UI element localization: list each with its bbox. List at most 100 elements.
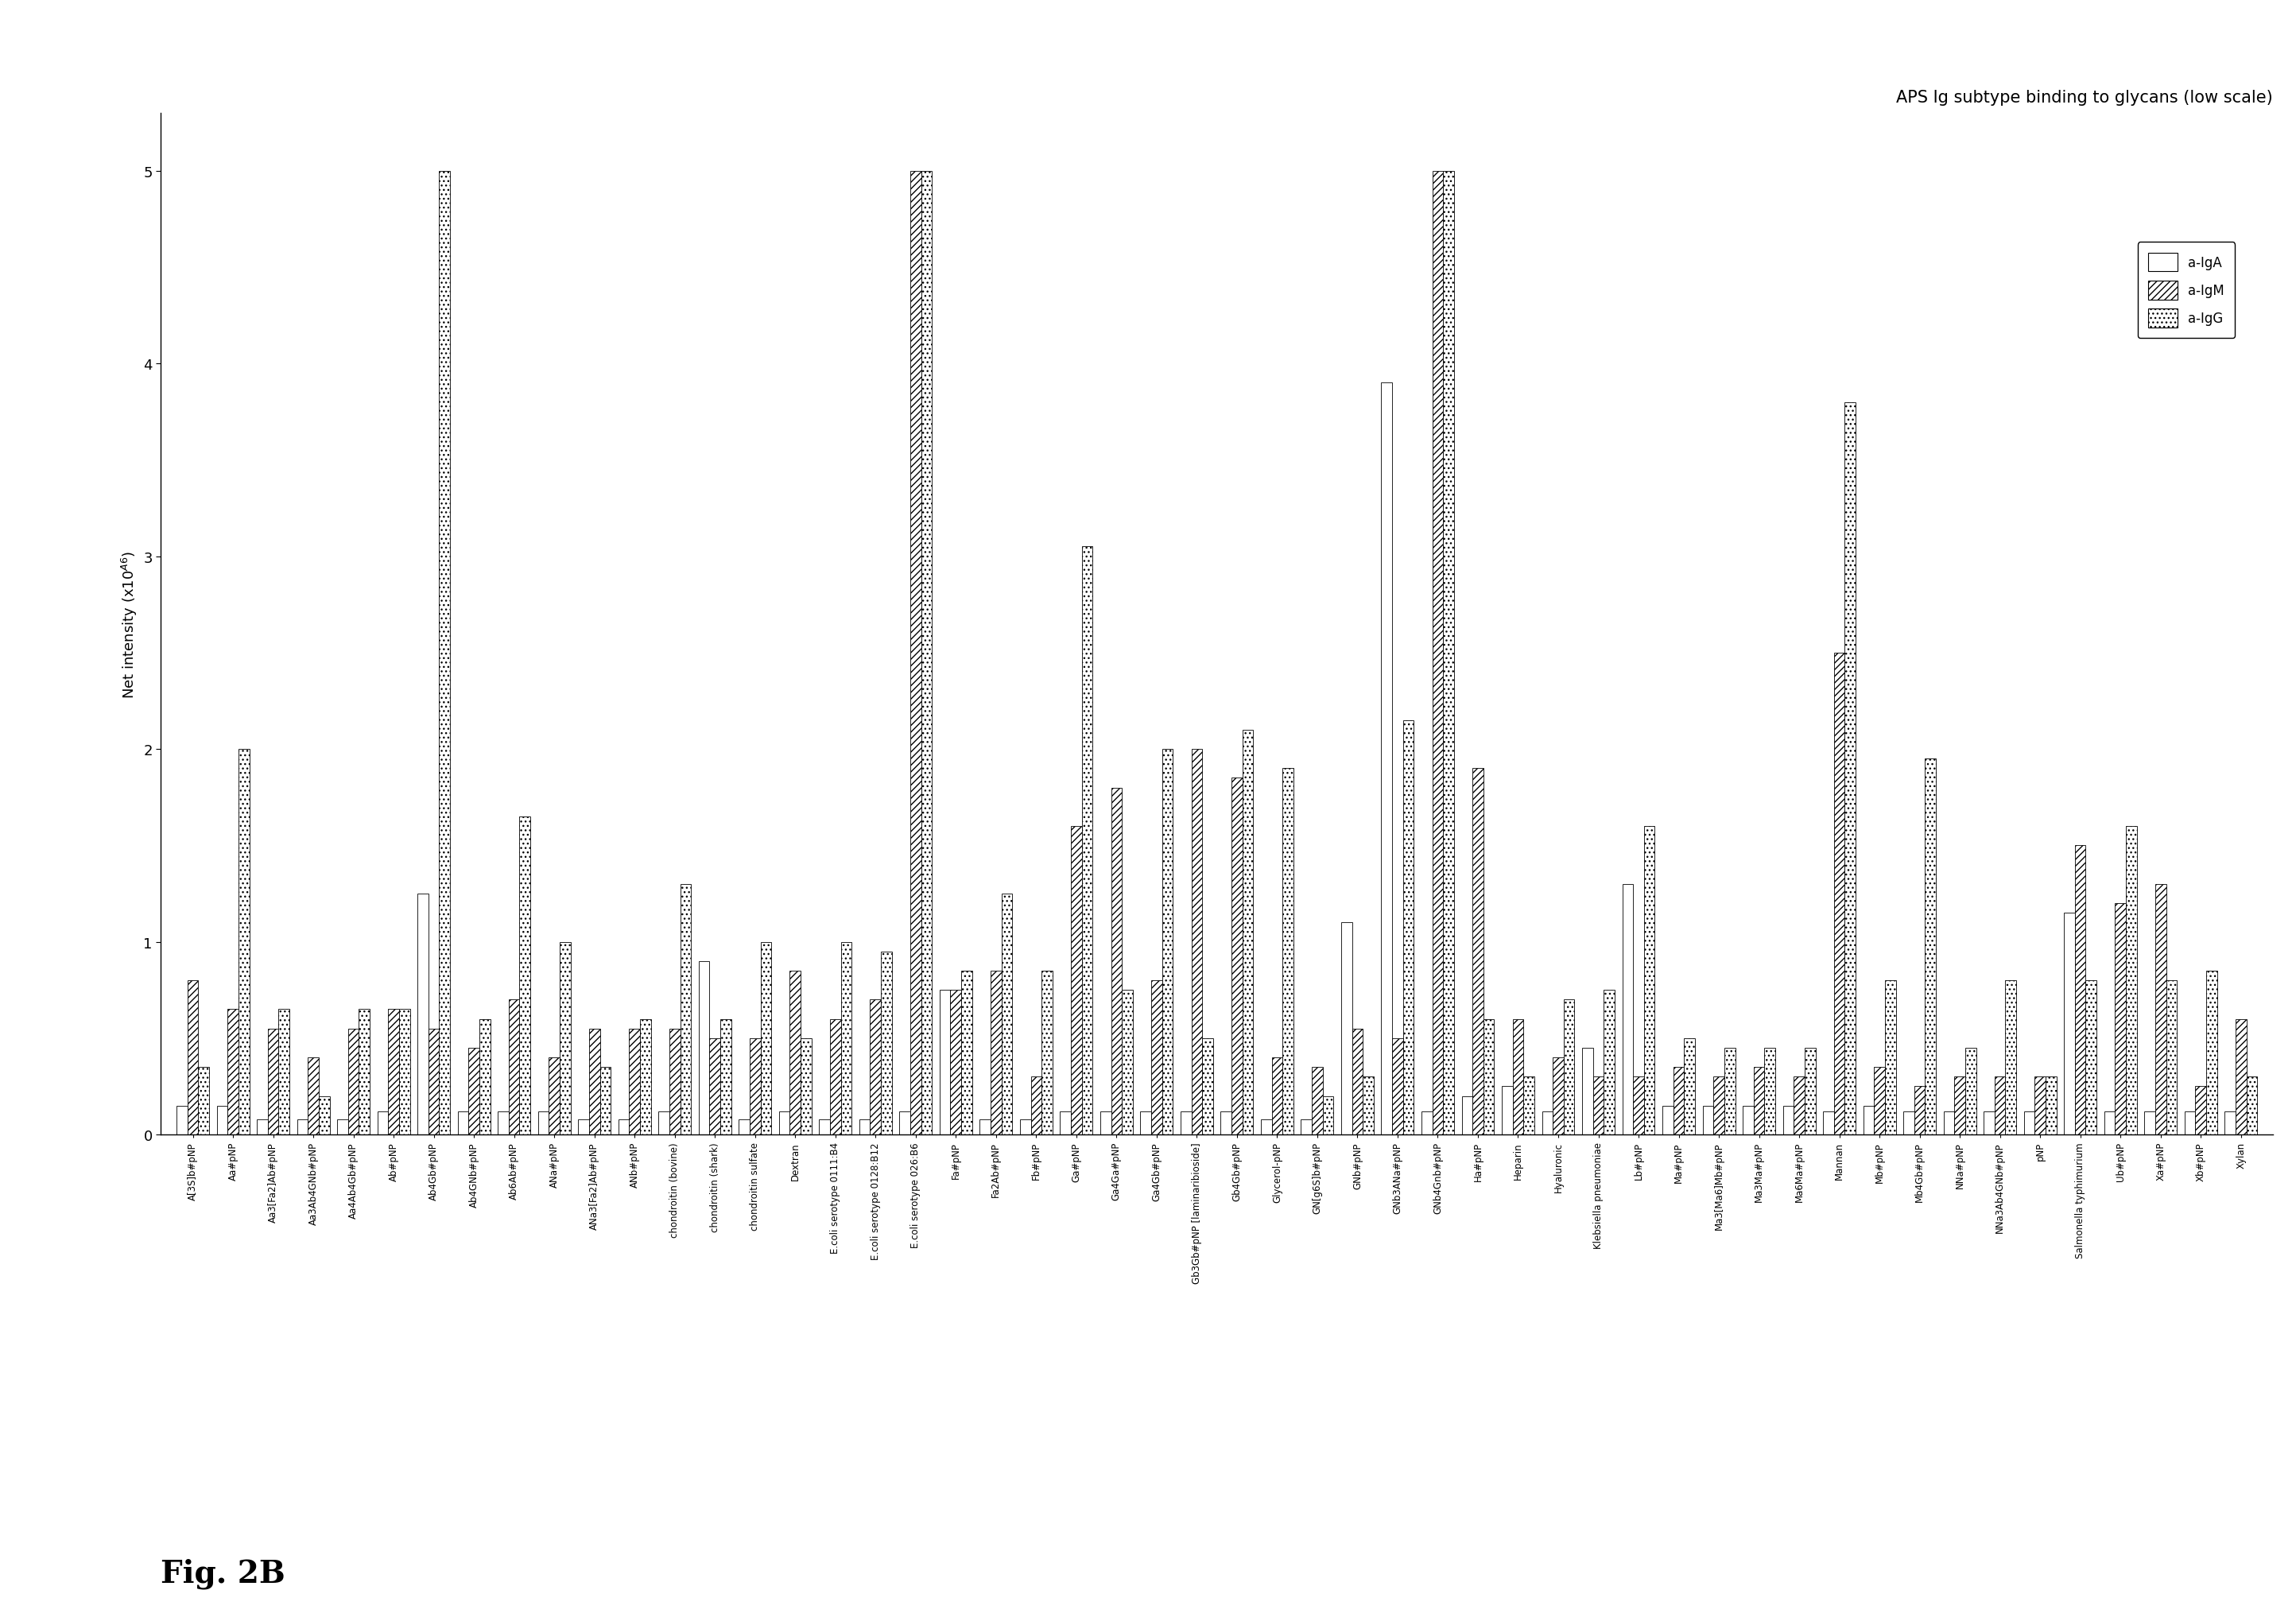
Bar <box>1221 1112 1231 1135</box>
Bar <box>560 942 569 1135</box>
Bar <box>1724 1049 1736 1135</box>
Bar <box>358 1010 370 1135</box>
Bar <box>1915 1086 1924 1135</box>
Bar <box>338 1118 349 1135</box>
Bar <box>1242 729 1254 1135</box>
Bar <box>2206 971 2218 1135</box>
Bar <box>1382 383 1391 1135</box>
Bar <box>457 1112 468 1135</box>
Bar <box>1463 1096 1472 1135</box>
Bar <box>618 1118 629 1135</box>
Bar <box>629 1029 641 1135</box>
Bar <box>870 1000 882 1135</box>
Bar <box>1031 1076 1042 1135</box>
Bar <box>1674 1067 1685 1135</box>
Bar <box>2126 827 2138 1135</box>
Bar <box>1835 653 1844 1135</box>
Bar <box>2076 846 2085 1135</box>
Bar <box>1001 893 1013 1135</box>
Bar <box>760 942 771 1135</box>
Bar <box>1502 1086 1513 1135</box>
Bar <box>1111 788 1123 1135</box>
Bar <box>1261 1118 1272 1135</box>
Bar <box>1924 759 1936 1135</box>
Bar <box>1593 1076 1605 1135</box>
Bar <box>909 172 921 1135</box>
Bar <box>1421 1112 1433 1135</box>
Bar <box>698 961 709 1135</box>
Bar <box>2004 981 2016 1135</box>
Bar <box>1793 1076 1805 1135</box>
Bar <box>820 1118 829 1135</box>
Bar <box>670 1029 680 1135</box>
Bar <box>510 1000 519 1135</box>
Bar <box>1123 990 1132 1135</box>
Text: Fig. 2B: Fig. 2B <box>161 1558 285 1589</box>
Bar <box>1954 1076 1965 1135</box>
Bar <box>1483 1020 1495 1135</box>
Bar <box>388 1010 400 1135</box>
Bar <box>790 971 801 1135</box>
Bar <box>1644 827 1655 1135</box>
Bar <box>1784 1106 1793 1135</box>
Bar <box>990 971 1001 1135</box>
Bar <box>429 1029 439 1135</box>
Bar <box>590 1029 599 1135</box>
Bar <box>2034 1076 2046 1135</box>
Bar <box>778 1112 790 1135</box>
Bar <box>801 1039 810 1135</box>
Bar <box>1942 1112 1954 1135</box>
Bar <box>319 1096 331 1135</box>
Text: APS Ig subtype binding to glycans (low scale): APS Ig subtype binding to glycans (low s… <box>1896 89 2273 105</box>
Bar <box>1543 1112 1552 1135</box>
Bar <box>1364 1076 1373 1135</box>
Bar <box>400 1010 411 1135</box>
Bar <box>2064 913 2076 1135</box>
Bar <box>1180 1112 1192 1135</box>
Bar <box>748 1039 760 1135</box>
Bar <box>1231 778 1242 1135</box>
Bar <box>2165 981 2177 1135</box>
Bar <box>1322 1096 1334 1135</box>
Bar <box>739 1118 748 1135</box>
Bar <box>721 1020 730 1135</box>
Bar <box>377 1112 388 1135</box>
Bar <box>1805 1049 1816 1135</box>
Bar <box>1203 1039 1212 1135</box>
Bar <box>177 1106 188 1135</box>
Bar <box>269 1029 278 1135</box>
Bar <box>1352 1029 1364 1135</box>
Bar <box>349 1029 358 1135</box>
Bar <box>2195 1086 2206 1135</box>
Bar <box>2183 1112 2195 1135</box>
Bar <box>549 1057 560 1135</box>
Bar <box>1685 1039 1694 1135</box>
Bar <box>1444 172 1453 1135</box>
Bar <box>680 883 691 1135</box>
Bar <box>1061 1112 1070 1135</box>
Bar <box>1433 172 1444 1135</box>
Bar <box>1743 1106 1754 1135</box>
Bar <box>1513 1020 1525 1135</box>
Bar <box>278 1010 289 1135</box>
Bar <box>951 990 962 1135</box>
Bar <box>1903 1112 1915 1135</box>
Bar <box>1070 827 1081 1135</box>
Bar <box>859 1118 870 1135</box>
Bar <box>1391 1039 1403 1135</box>
Bar <box>1823 1112 1835 1135</box>
Bar <box>641 1020 650 1135</box>
Bar <box>2023 1112 2034 1135</box>
Bar <box>980 1118 990 1135</box>
Bar <box>2115 903 2126 1135</box>
Bar <box>296 1118 308 1135</box>
Y-axis label: Net intensity (x10$^{A6}$): Net intensity (x10$^{A6}$) <box>119 550 138 699</box>
Bar <box>1984 1112 1995 1135</box>
Bar <box>709 1039 721 1135</box>
Legend: a-IgA, a-IgM, a-IgG: a-IgA, a-IgM, a-IgG <box>2138 243 2234 339</box>
Bar <box>519 817 530 1135</box>
Bar <box>418 893 429 1135</box>
Bar <box>2245 1076 2257 1135</box>
Bar <box>1995 1076 2004 1135</box>
Bar <box>439 172 450 1135</box>
